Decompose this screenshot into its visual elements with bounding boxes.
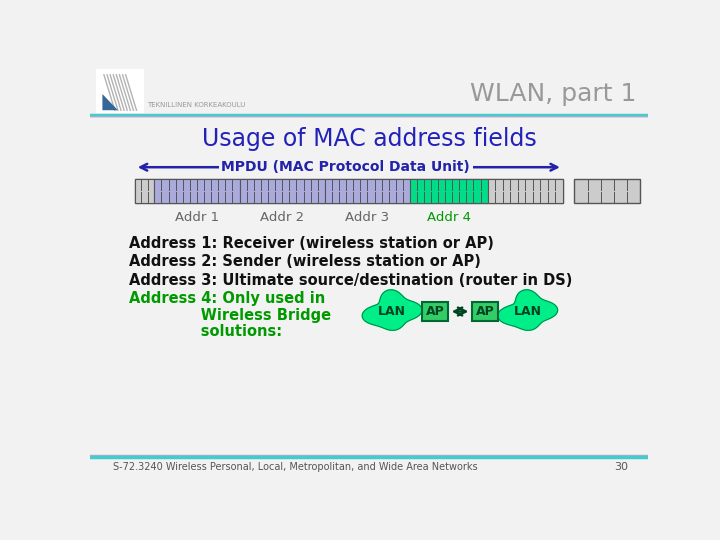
- Text: solutions:: solutions:: [129, 325, 282, 340]
- Bar: [135, 179, 563, 204]
- Text: Address 4: Only used in: Address 4: Only used in: [129, 291, 325, 306]
- Text: Addr 3: Addr 3: [346, 211, 390, 224]
- Text: Addr 1: Addr 1: [175, 211, 219, 224]
- Text: AP: AP: [476, 305, 495, 318]
- Text: 30: 30: [615, 462, 629, 472]
- Bar: [96, 69, 144, 113]
- Text: Addr 2: Addr 2: [260, 211, 305, 224]
- Bar: [135, 179, 154, 204]
- Bar: [575, 179, 640, 204]
- Text: Wireless Bridge: Wireless Bridge: [129, 308, 331, 323]
- Text: Addr 4: Addr 4: [427, 211, 471, 224]
- Text: Usage of MAC address fields: Usage of MAC address fields: [202, 127, 536, 152]
- Text: S-72.3240 Wireless Personal, Local, Metropolitan, and Wide Area Networks: S-72.3240 Wireless Personal, Local, Metr…: [113, 462, 478, 472]
- Text: LAN: LAN: [514, 305, 542, 318]
- Bar: [487, 179, 563, 204]
- Bar: [325, 179, 410, 204]
- Bar: [240, 179, 325, 204]
- Bar: [410, 179, 487, 204]
- Text: Address 3: Ultimate source/destination (router in DS): Address 3: Ultimate source/destination (…: [129, 273, 572, 288]
- Text: MPDU (MAC Protocol Data Unit): MPDU (MAC Protocol Data Unit): [221, 160, 470, 174]
- Bar: [422, 302, 448, 321]
- Text: TEKNILLINEN KORKEAKOULU: TEKNILLINEN KORKEAKOULU: [148, 102, 246, 108]
- Text: Address 1: Receiver (wireless station or AP): Address 1: Receiver (wireless station or…: [129, 236, 494, 251]
- Polygon shape: [102, 94, 118, 110]
- Text: Address 2: Sender (wireless station or AP): Address 2: Sender (wireless station or A…: [129, 254, 481, 269]
- Bar: [154, 179, 240, 204]
- Polygon shape: [362, 290, 422, 330]
- Polygon shape: [498, 290, 557, 330]
- Bar: [472, 302, 498, 321]
- Text: LAN: LAN: [378, 305, 406, 318]
- Text: WLAN, part 1: WLAN, part 1: [470, 82, 636, 106]
- Text: AP: AP: [426, 305, 444, 318]
